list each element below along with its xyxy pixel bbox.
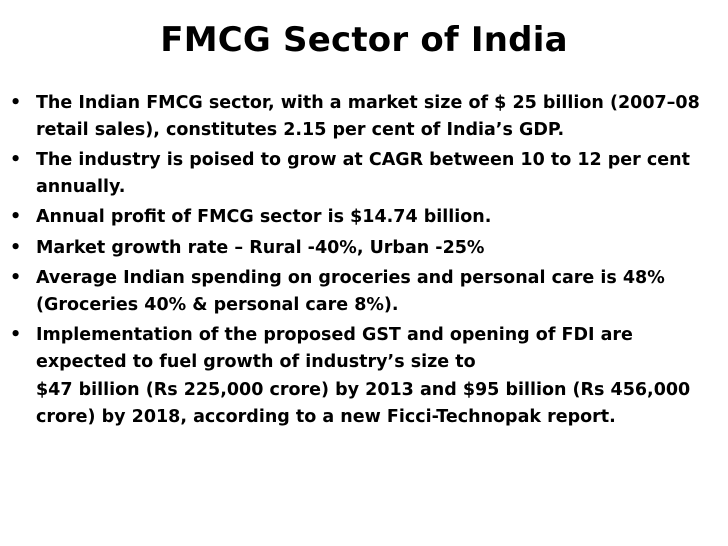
- bullet-continuation-text: $47 billion (Rs 225,000 crore) by 2013 a…: [36, 380, 691, 427]
- bullet-dot-icon: •: [10, 268, 22, 288]
- bullet-item: • Average Indian spending on groceries a…: [10, 265, 722, 318]
- bullet-item: • Annual profit of FMCG sector is $14.74…: [10, 204, 722, 231]
- slide-title: FMCG Sector of India: [160, 20, 568, 60]
- bullet-text: Market growth rate – Rural -40%, Urban -…: [36, 237, 485, 258]
- bullet-item: • Implementation of the proposed GST and…: [10, 322, 722, 430]
- bullet-text: Implementation of the proposed GST and o…: [36, 325, 633, 372]
- bullet-dot-icon: •: [10, 93, 22, 113]
- bullet-text: The Indian FMCG sector, with a market si…: [36, 93, 700, 140]
- bullet-item: • Market growth rate – Rural -40%, Urban…: [10, 235, 722, 262]
- bullet-text: Annual profit of FMCG sector is $14.74 b…: [36, 207, 492, 227]
- bullet-dot-icon: •: [10, 325, 22, 345]
- bullet-dot-icon: •: [10, 237, 22, 258]
- bullet-item: • The Indian FMCG sector, with a market …: [10, 90, 722, 143]
- bullet-item: • The industry is poised to grow at CAGR…: [10, 147, 722, 200]
- bullet-list: • The Indian FMCG sector, with a market …: [10, 90, 722, 434]
- bullet-text: Average Indian spending on groceries and…: [36, 268, 665, 315]
- continuation-block: $47 billion (Rs 225,000 crore) by 2013 a…: [36, 377, 722, 430]
- bullet-dot-icon: •: [10, 207, 22, 227]
- bullet-dot-icon: •: [10, 150, 22, 170]
- bullet-text: The industry is poised to grow at CAGR b…: [36, 150, 690, 197]
